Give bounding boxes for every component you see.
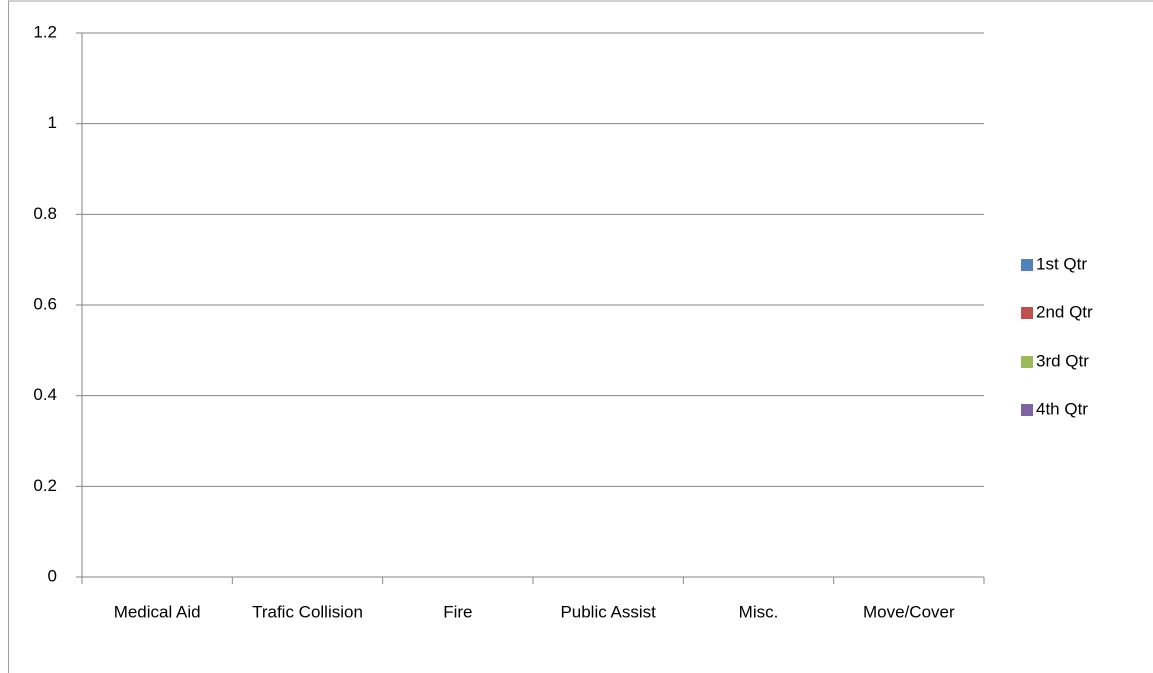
y-tick-label: 0.4 [33,385,57,404]
x-tick-label: Fire [443,602,472,621]
legend-label: 1st Qtr [1036,254,1087,273]
y-tick-label: 1 [48,113,57,132]
legend-swatch [1021,404,1033,416]
y-tick-label: 0.6 [33,294,57,313]
y-tick-label: 0.8 [33,204,57,223]
legend-swatch [1021,356,1033,368]
x-tick-label: Medical Aid [114,602,201,621]
legend-label: 2nd Qtr [1036,302,1093,321]
y-tick-label: 0 [48,566,57,585]
y-tick-label: 0.2 [33,476,57,495]
x-tick-label: Trafic Collision [252,602,363,621]
x-tick-label: Move/Cover [863,602,955,621]
x-tick-label: Misc. [739,602,779,621]
legend-label: 4th Qtr [1036,399,1088,418]
legend-swatch [1021,259,1033,271]
legend-swatch [1021,307,1033,319]
y-tick-label: 1.2 [33,22,57,41]
x-tick-label: Public Assist [560,602,656,621]
legend-label: 3rd Qtr [1036,351,1089,370]
